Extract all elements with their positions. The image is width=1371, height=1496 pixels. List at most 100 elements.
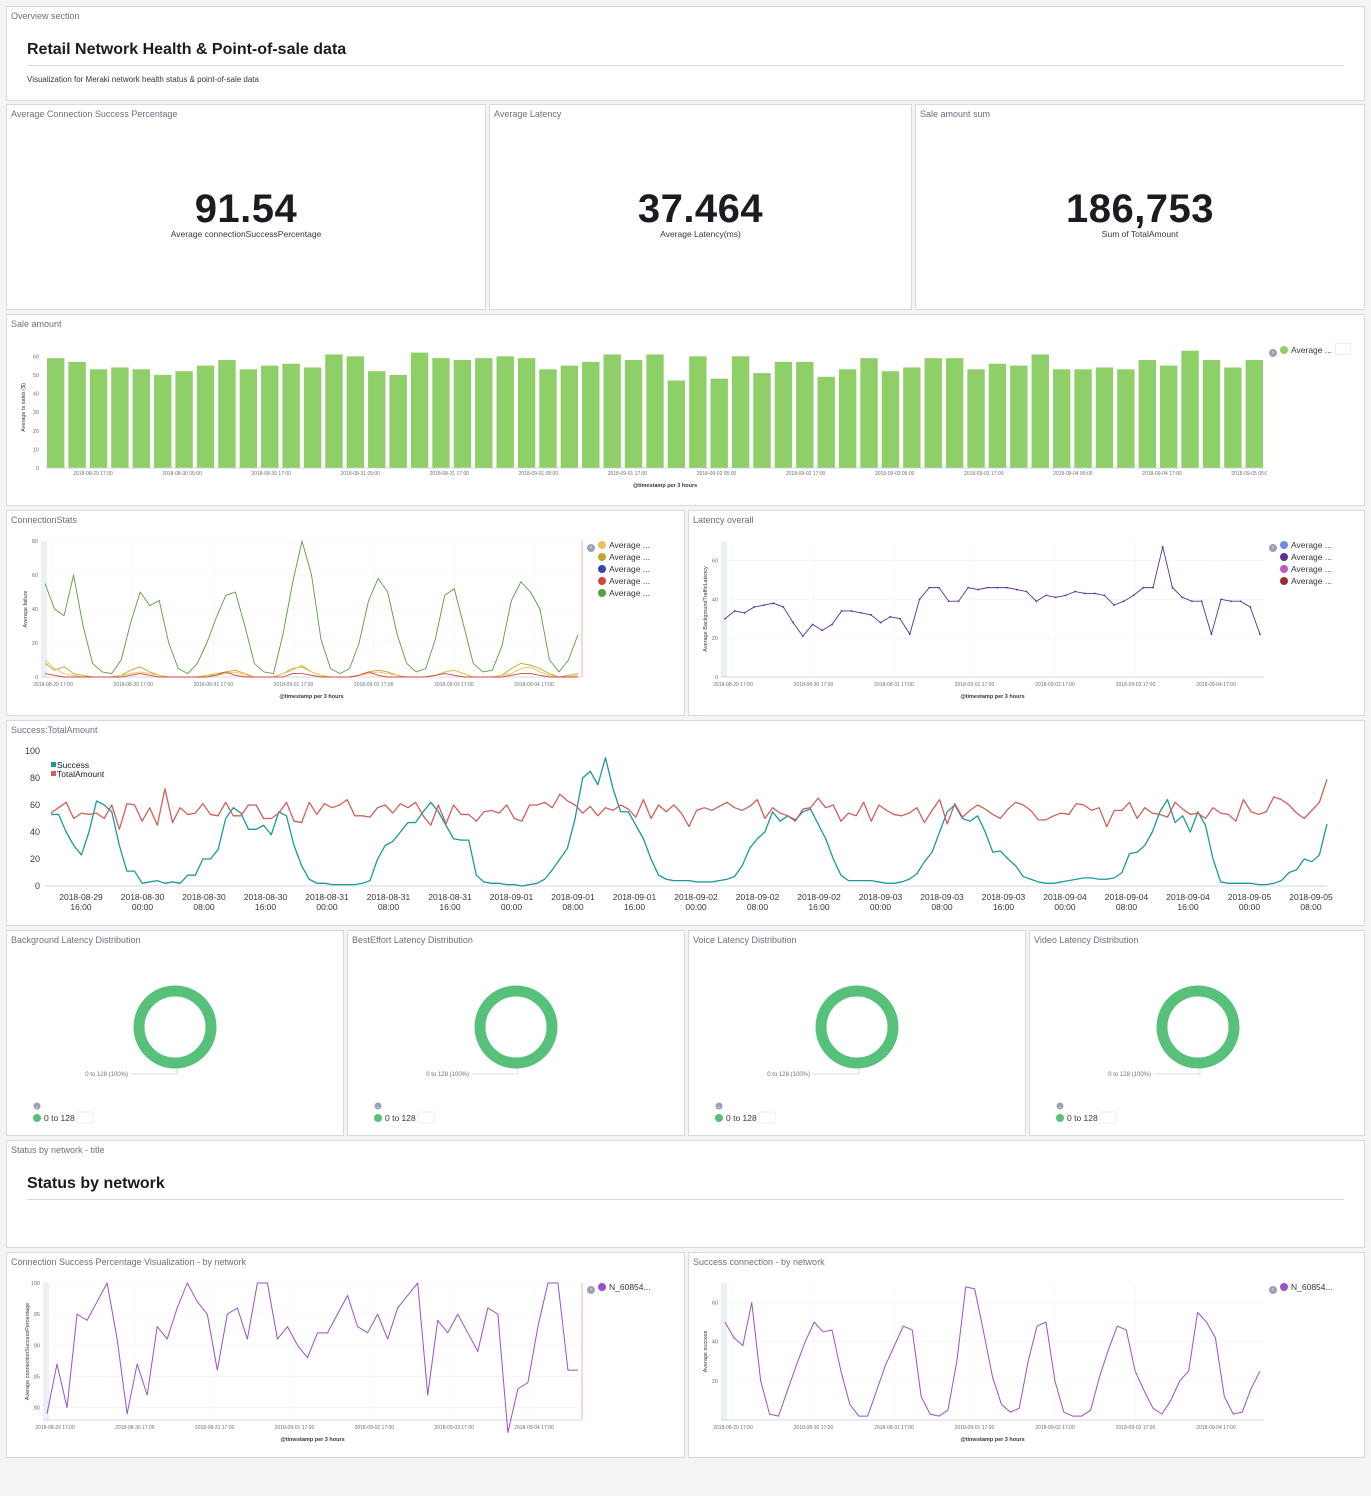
x-axis-label: @timestamp per 3 hours xyxy=(960,694,1024,700)
success-by-network-chart: 20 40 60 2018-08-29 17:00 2018-08-30 17:00 20… xyxy=(703,1283,1264,1443)
data-point xyxy=(918,598,921,601)
data-point xyxy=(870,613,872,616)
legend-item[interactable]: › N_60854... xyxy=(1269,1281,1333,1294)
bar xyxy=(924,358,942,468)
y-tick-label: 20 xyxy=(712,636,718,642)
x-tick-label: 16:00 xyxy=(255,902,277,912)
legend-toggle-icon[interactable]: › xyxy=(1269,544,1277,552)
x-tick-label: 08:00 xyxy=(931,902,953,912)
series-line xyxy=(724,1286,1261,1417)
data-point xyxy=(1025,590,1028,593)
panel-title: Success:TotalAmount xyxy=(11,725,98,735)
legend-item[interactable]: › Average ... xyxy=(1269,343,1351,357)
donut-ring xyxy=(133,985,217,1069)
bar xyxy=(753,373,771,468)
x-tick-label: 00:00 xyxy=(1054,902,1076,912)
y-tick-label: 50 xyxy=(33,373,39,379)
x-tick-label: 2018-09-02 xyxy=(736,892,780,902)
legend-color-dot xyxy=(598,565,606,573)
x-tick-label: 2018-09-03 17:00 xyxy=(434,1425,474,1431)
legend-item[interactable]: Average ... xyxy=(1269,575,1332,587)
x-tick-label: 2018-09-01 17:00 xyxy=(608,471,648,477)
data-point xyxy=(850,610,853,612)
success-total-chart: 0204060801002018-08-2916:002018-08-3000:… xyxy=(25,746,1333,912)
legend-item[interactable]: Average ... xyxy=(587,551,650,563)
legend-item[interactable]: › N_60854... xyxy=(587,1281,651,1294)
legend-toggle-icon xyxy=(715,1102,723,1110)
series-line xyxy=(44,540,579,675)
legend-color-dot xyxy=(1280,577,1288,585)
bar xyxy=(432,358,450,468)
y-tick-label: 90 xyxy=(34,1343,40,1349)
legend-toggle-icon[interactable]: › xyxy=(1269,349,1277,357)
x-tick-label: 2018-08-31 xyxy=(305,892,349,902)
x-tick-label: 00:00 xyxy=(685,902,707,912)
y-tick-label: 60 xyxy=(33,354,39,360)
bar xyxy=(945,358,964,468)
x-tick-label: 2018-08-31 17:00 xyxy=(195,1425,235,1431)
legend-toggle-icon xyxy=(374,1102,382,1110)
x-tick-label: 2018-09-04 17:00 xyxy=(1142,471,1182,477)
legend-item[interactable]: Average ... xyxy=(1269,551,1332,563)
latency-overall-panel: Latency overall 0 20 40 60 2018-08-29 17:00 2… xyxy=(688,510,1365,716)
y-tick-label: 0 xyxy=(36,466,39,472)
x-tick-label: 2018-09-02 17:00 xyxy=(786,471,826,477)
y-tick-label: 0 xyxy=(715,675,718,681)
x-tick-label: 2018-09-03 05:00 xyxy=(875,471,915,477)
y-tick-label: 60 xyxy=(712,558,718,564)
panel-title: Sale amount sum xyxy=(920,109,991,119)
y-tick-label: 60 xyxy=(30,800,40,810)
series-line xyxy=(46,1282,578,1433)
bar xyxy=(68,361,86,468)
donut-chart: 0 to 128 (100%) ⌄ 0 to 128 xyxy=(1056,985,1240,1124)
data-point xyxy=(996,586,999,589)
y-tick-label: 80 xyxy=(34,1406,40,1412)
data-point xyxy=(889,615,892,618)
x-tick-label: 2018-09-01 05:00 xyxy=(519,471,559,477)
legend-box xyxy=(1334,343,1351,355)
x-tick-label: 2018-08-29 17:00 xyxy=(73,471,113,477)
legend-item[interactable]: › Average ... xyxy=(587,539,650,552)
overview-panel: Overview section Retail Network Health &… xyxy=(6,6,1365,101)
series-line xyxy=(44,659,579,678)
legend-item[interactable]: Average ... xyxy=(587,563,650,575)
x-tick-label: 2018-08-31 xyxy=(367,892,411,902)
data-point xyxy=(938,586,940,589)
legend-toggle-icon[interactable]: › xyxy=(587,544,595,552)
legend-item[interactable]: Average ... xyxy=(587,587,650,599)
y-tick-label: 10 xyxy=(33,447,39,453)
bar xyxy=(1181,350,1199,468)
legend-label: TotalAmount xyxy=(57,769,105,779)
panel-title: Average Latency xyxy=(494,109,562,119)
axis-shade xyxy=(721,541,727,677)
data-point xyxy=(977,588,979,591)
title-divider xyxy=(27,65,1344,66)
x-tick-label: 2018-09-04 17:00 xyxy=(514,1425,554,1431)
x-tick-label: 08:00 xyxy=(1116,902,1138,912)
bar xyxy=(282,363,300,468)
y-axis-label: Average connectionSuccessPercentage xyxy=(25,1303,31,1400)
x-tick-label: 00:00 xyxy=(870,902,892,912)
data-point xyxy=(1171,586,1174,589)
bar xyxy=(1052,369,1071,468)
x-tick-label: 2018-08-29 17:00 xyxy=(713,1425,753,1431)
legend-item[interactable]: Average ... xyxy=(1269,563,1332,575)
legend-toggle-icon[interactable]: › xyxy=(587,1286,595,1294)
y-tick-label: 60 xyxy=(32,573,38,579)
legend-item[interactable]: Average ... xyxy=(587,575,650,587)
data-point xyxy=(908,633,911,636)
data-point xyxy=(763,604,765,607)
bar xyxy=(1245,360,1263,468)
legend-toggle-icon[interactable]: › xyxy=(1269,1286,1277,1294)
x-tick-label: 2018-09-02 xyxy=(674,892,718,902)
data-point xyxy=(860,611,863,614)
bar xyxy=(1010,365,1028,468)
x-tick-label: 2018-08-30 xyxy=(244,892,288,902)
chart-legend: › N_60854... xyxy=(587,1281,651,1294)
legend-item[interactable]: › Average ... xyxy=(1269,539,1332,552)
chart-legend: › Average ... xyxy=(1269,343,1351,357)
data-point xyxy=(1045,594,1047,597)
bar xyxy=(689,356,707,468)
bar xyxy=(1224,367,1242,468)
bar xyxy=(817,376,835,468)
